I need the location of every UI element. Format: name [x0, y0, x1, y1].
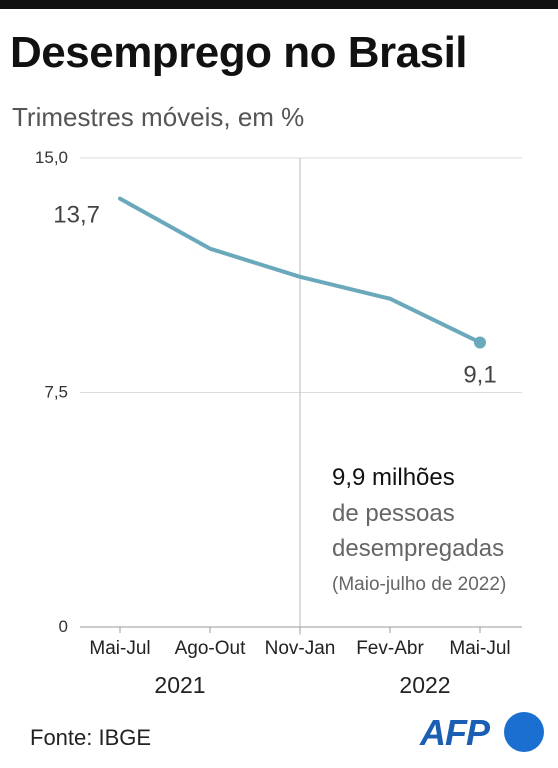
x-tick-label: Fev-Abr — [356, 638, 424, 659]
x-tick-label: Nov-Jan — [265, 638, 336, 659]
x-tick-label: Mai-Jul — [449, 638, 510, 659]
y-tick-label: 15,0 — [35, 148, 68, 167]
x-tick-label: Ago-Out — [175, 638, 246, 659]
chart-subtitle: Trimestres móveis, em % — [12, 102, 305, 132]
source-note: Fonte: IBGE — [30, 725, 152, 750]
annotation-line: de pessoas — [332, 500, 455, 527]
data-label: 13,7 — [53, 202, 100, 229]
year-label: 2022 — [399, 672, 450, 698]
y-tick-label: 0 — [59, 617, 68, 636]
afp-logo: AFP — [420, 708, 548, 758]
afp-logo-text: AFP — [420, 712, 490, 753]
chart-title: Desemprego no Brasil — [10, 28, 468, 77]
x-tick-label: Mai-Jul — [89, 638, 150, 659]
annotation-line: 9,9 milhões — [332, 464, 455, 491]
data-point — [474, 336, 486, 349]
data-label: 9,1 — [463, 361, 496, 388]
year-label: 2021 — [154, 672, 205, 698]
afp-logo-dot-icon — [504, 712, 544, 752]
top-rule — [0, 0, 558, 9]
annotation-line: (Maio-julho de 2022) — [332, 574, 506, 595]
line-chart: 0 7,5 15,0 Mai-Jul Ago-Out Nov-Jan Fev-Abr Mai-… — [35, 148, 522, 698]
y-tick-label: 7,5 — [44, 383, 68, 402]
annotation-line: desempregadas — [332, 535, 504, 562]
